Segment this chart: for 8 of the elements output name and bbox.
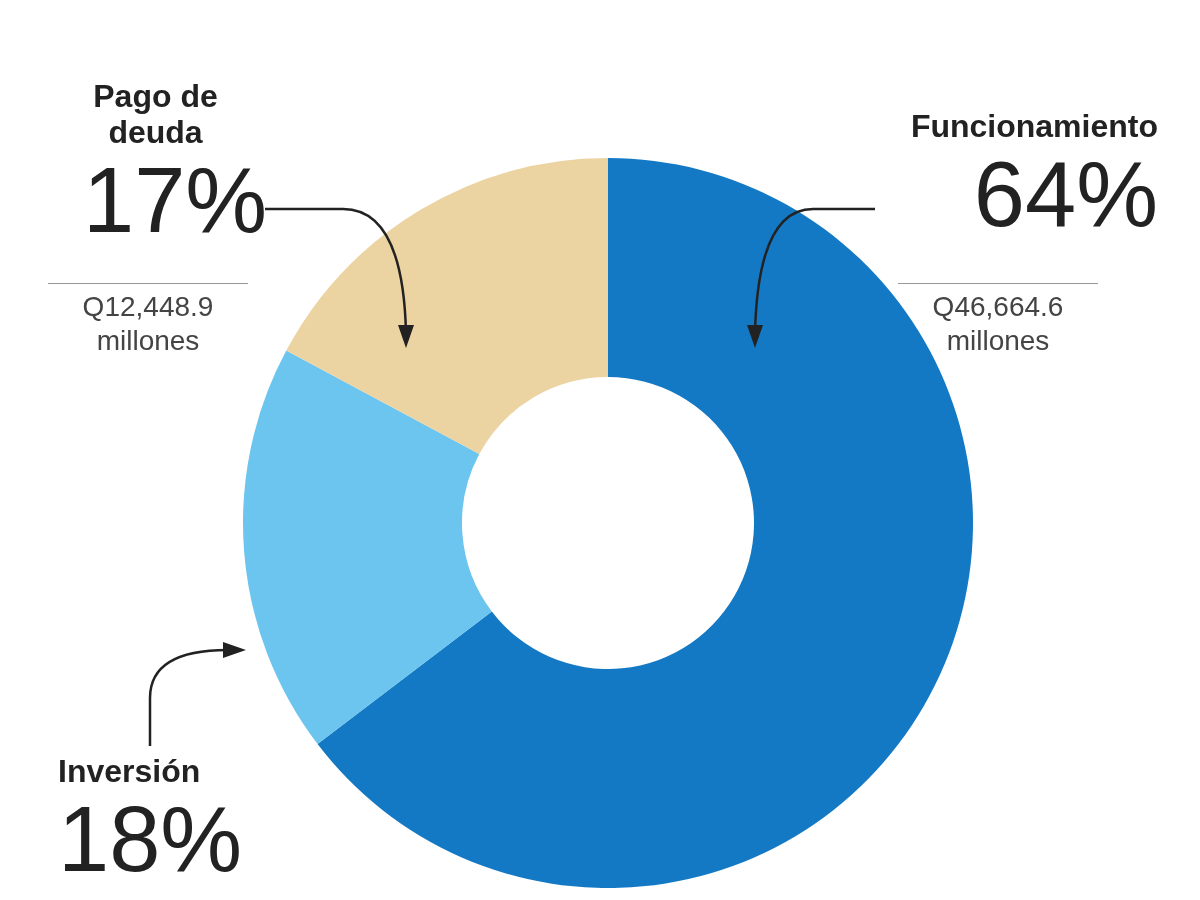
slice-label: Pago de deuda — [92, 78, 219, 150]
text: Q46,664.6 millones — [898, 283, 1098, 358]
data-label: 18% — [58, 788, 244, 890]
data-label: 17% — [83, 149, 268, 251]
data-label: 64% — [972, 143, 1158, 245]
text: Q12,448.9 millones — [48, 283, 248, 358]
slice-label: Funcionamiento — [909, 108, 1158, 144]
slice-label: Inversión — [58, 753, 202, 789]
